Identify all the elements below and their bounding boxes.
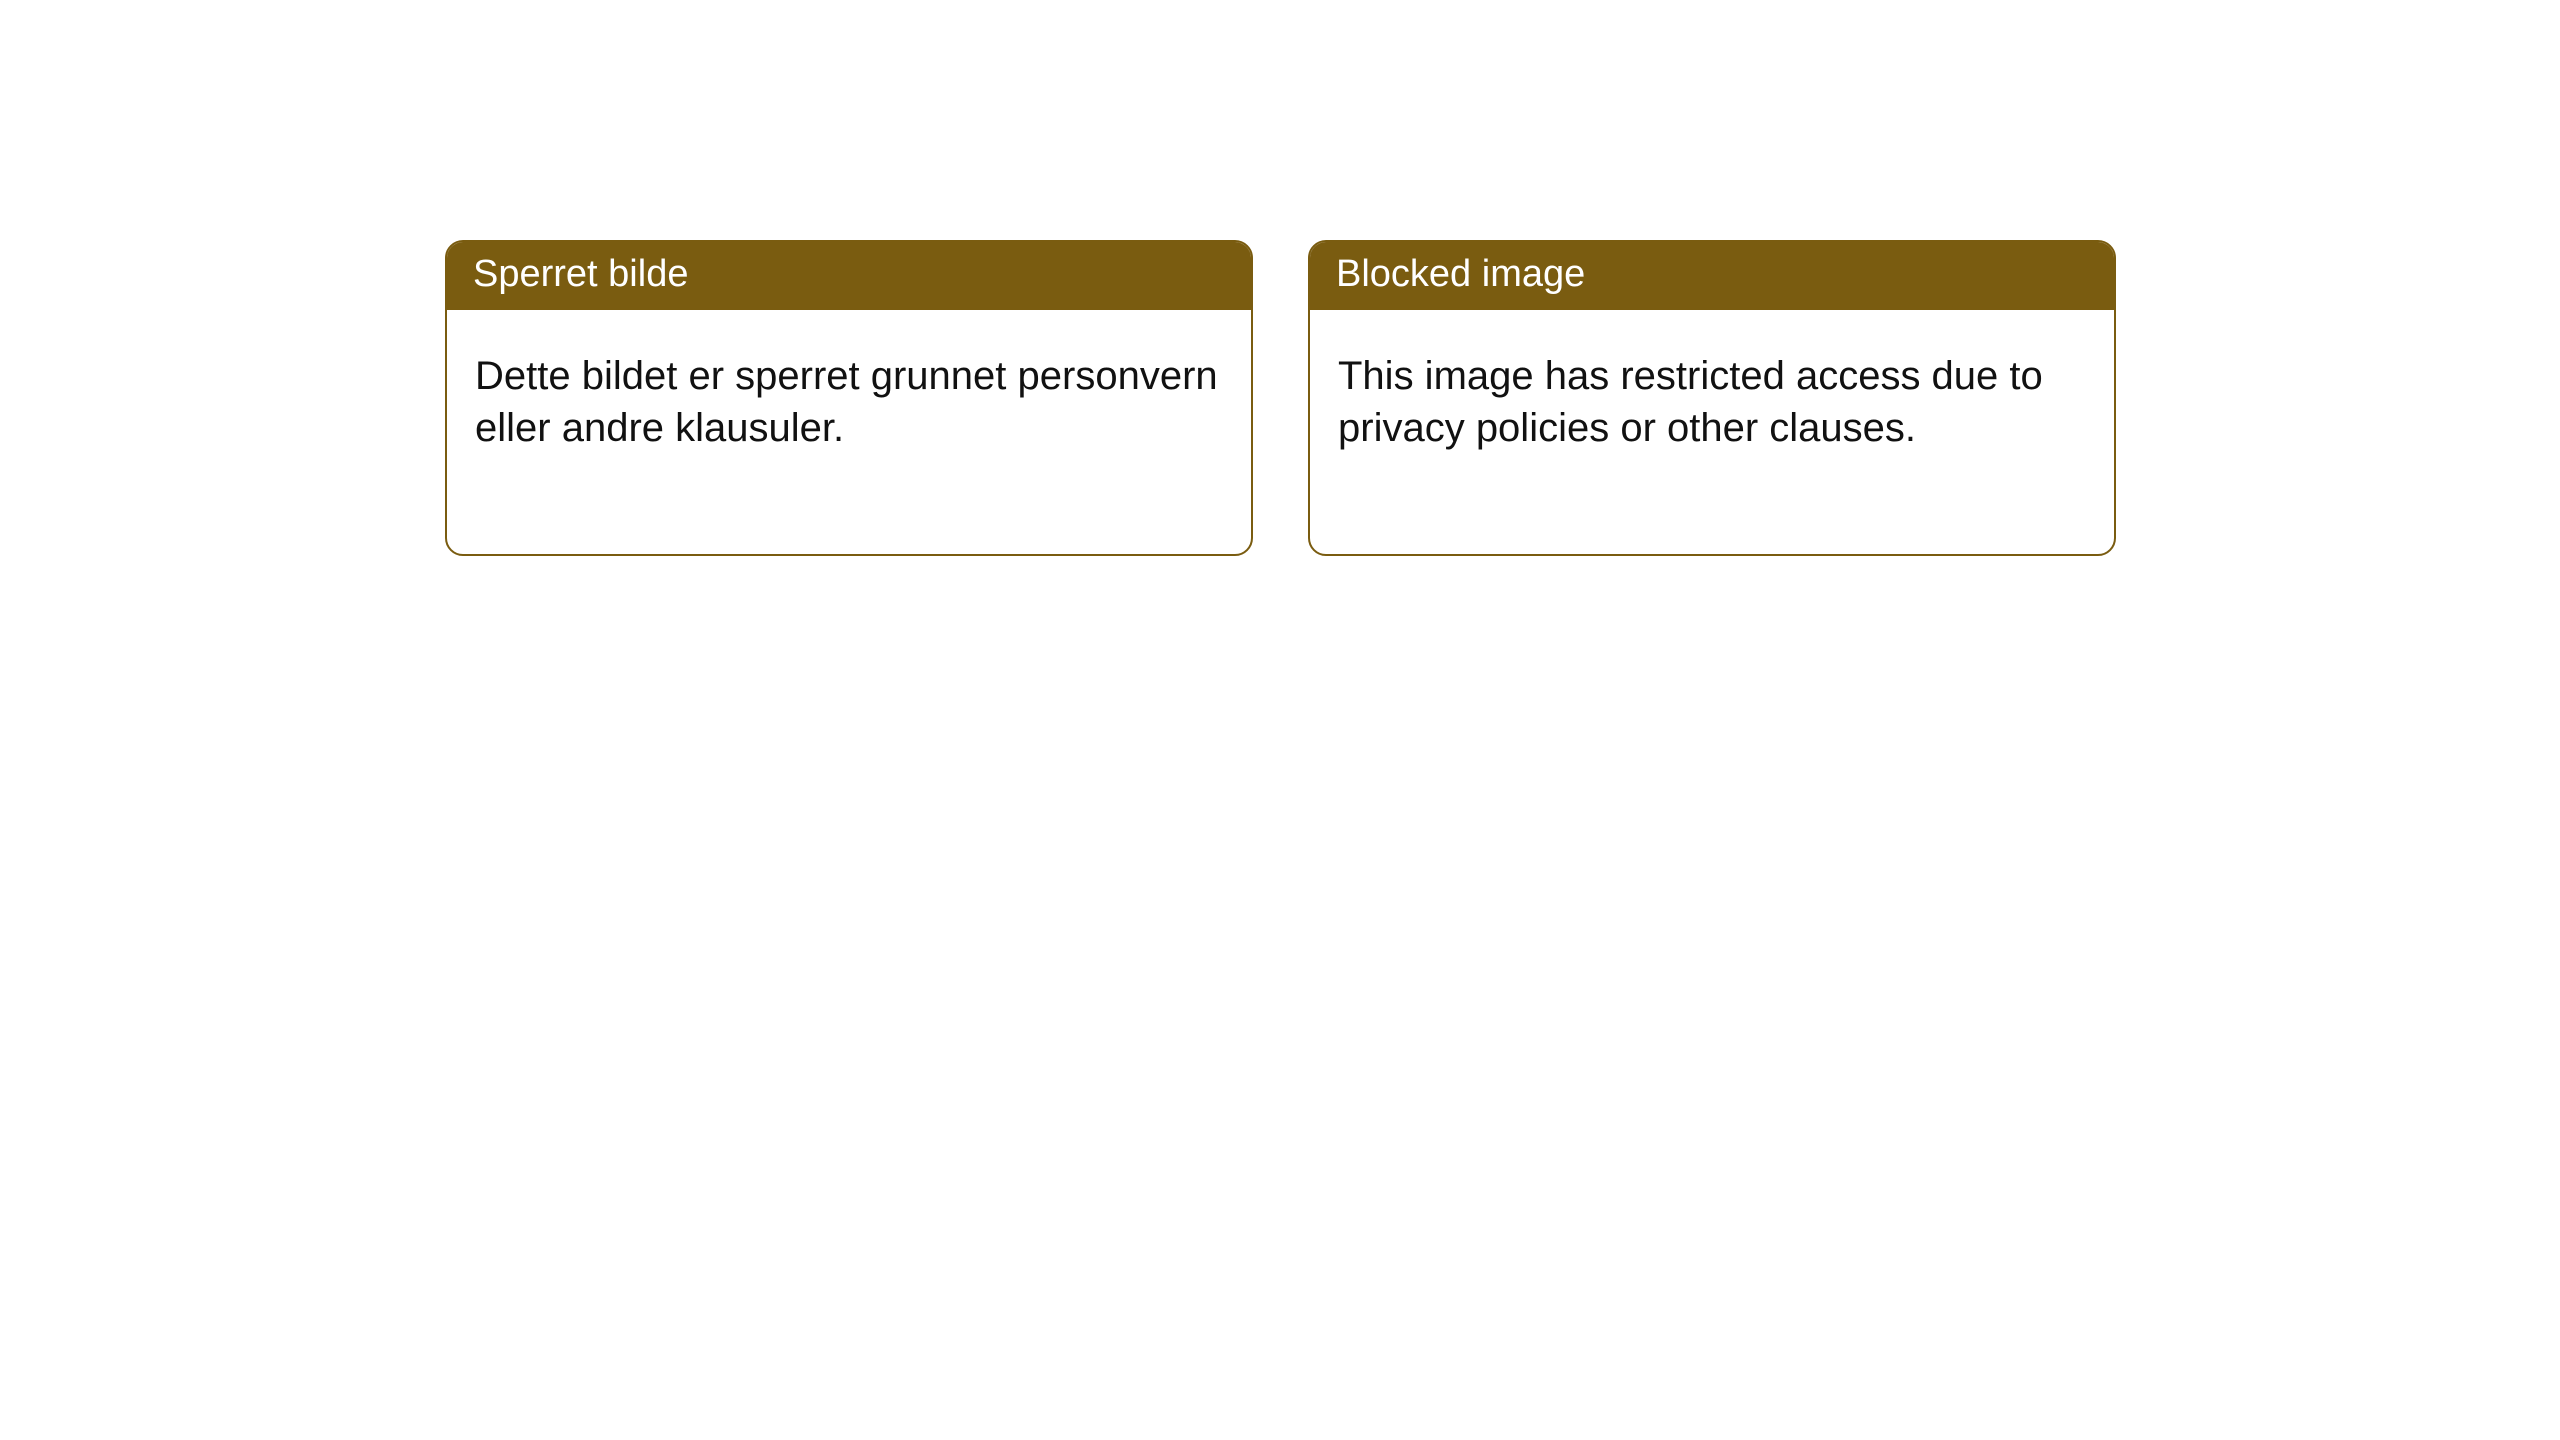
notice-card-body: Dette bildet er sperret grunnet personve… [447, 310, 1251, 554]
notice-card-english: Blocked image This image has restricted … [1308, 240, 2116, 556]
notice-container: Sperret bilde Dette bildet er sperret gr… [0, 0, 2560, 556]
notice-card-norwegian: Sperret bilde Dette bildet er sperret gr… [445, 240, 1253, 556]
notice-card-title: Sperret bilde [447, 242, 1251, 310]
notice-card-body: This image has restricted access due to … [1310, 310, 2114, 554]
notice-card-title: Blocked image [1310, 242, 2114, 310]
